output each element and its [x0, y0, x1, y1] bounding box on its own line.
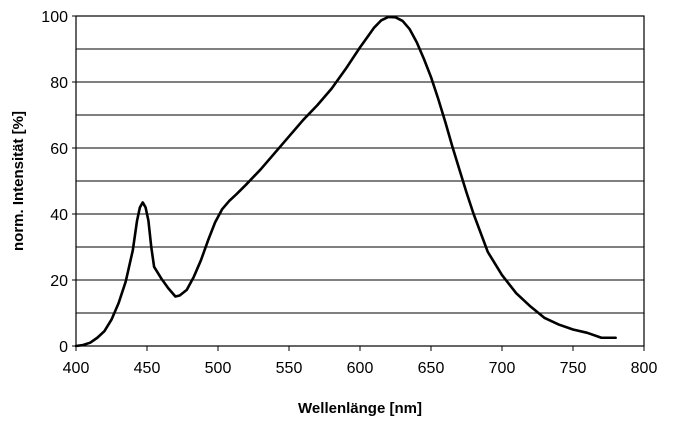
- x-axis-label: Wellenlänge [nm]: [298, 400, 422, 417]
- intensity-curve: [74, 15, 617, 348]
- x-tick-label: 450: [134, 360, 161, 377]
- y-tick-label: 100: [41, 9, 68, 26]
- x-tick-label: 400: [63, 360, 90, 377]
- x-tick-label: 650: [418, 360, 445, 377]
- y-axis-label: norm. Intensität [%]: [10, 111, 27, 251]
- y-tick-label: 80: [50, 75, 68, 92]
- x-tick-label: 550: [276, 360, 303, 377]
- y-tick-label: 40: [50, 207, 68, 224]
- x-tick-label: 700: [489, 360, 516, 377]
- y-tick-label: 60: [50, 141, 68, 158]
- grid-lines: [76, 15, 644, 314]
- plot-frame: [75, 15, 645, 347]
- x-tick-label: 500: [205, 360, 232, 377]
- y-tick-labels: 0 20 40 60 80 100: [41, 9, 68, 356]
- x-tick-label: 800: [631, 360, 658, 377]
- x-tick-label: 750: [560, 360, 587, 377]
- y-axis-ticks: [72, 15, 76, 347]
- x-tick-labels: 400 450 500 550 600 650 700 750 800: [63, 360, 658, 377]
- y-tick-label: 0: [59, 339, 68, 356]
- x-tick-label: 600: [347, 360, 374, 377]
- x-axis-ticks: [75, 346, 645, 351]
- y-tick-label: 20: [50, 273, 68, 290]
